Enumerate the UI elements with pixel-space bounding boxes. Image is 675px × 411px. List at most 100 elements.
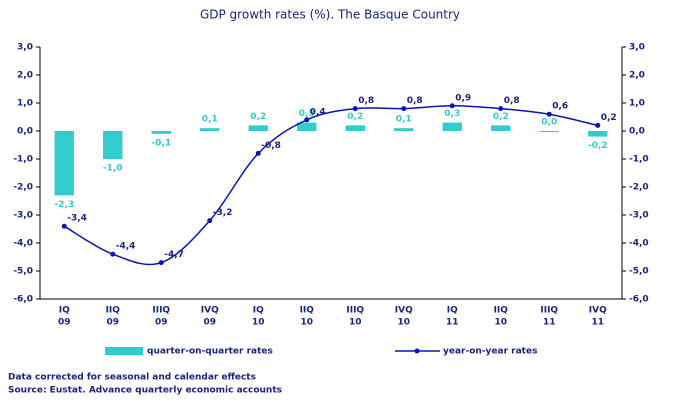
x-tick-label: IVQ xyxy=(201,306,219,316)
y-tick-label: 0,0 xyxy=(17,127,33,137)
y-tick-label: -3,0 xyxy=(13,211,33,221)
y-tick-label: 2,0 xyxy=(17,71,33,81)
line-point xyxy=(498,106,504,112)
y-tick-label: 1,0 xyxy=(17,99,33,109)
chart-title: GDP growth rates (%). The Basque Country xyxy=(200,8,460,22)
line-point xyxy=(110,251,116,257)
bar xyxy=(297,122,317,131)
line-point xyxy=(352,106,358,112)
x-tick-label: IIIQ xyxy=(540,306,558,316)
note: Source: Eustat. Advance quarterly econom… xyxy=(8,386,282,396)
x-tick-label: IVQ xyxy=(589,306,607,316)
line-point xyxy=(255,150,261,156)
y2-tick-label: 1,0 xyxy=(629,99,645,109)
line-label: 0,2 xyxy=(601,113,617,123)
line-label: 0,8 xyxy=(407,96,423,106)
bar xyxy=(54,131,74,196)
x-tick-label: 10 xyxy=(349,318,362,328)
line-label: 0,4 xyxy=(310,107,326,117)
x-tick-label: IQ xyxy=(253,306,264,316)
x-tick-label: 11 xyxy=(543,318,556,328)
y2-tick-label: 2,0 xyxy=(629,71,645,81)
y2-tick-label: -2,0 xyxy=(629,183,649,193)
bar-label: 0,2 xyxy=(347,112,363,122)
bar-label: 0,2 xyxy=(493,112,509,122)
line-label: 0,8 xyxy=(504,96,520,106)
line-label: -4,4 xyxy=(116,242,136,252)
line-label: -4,7 xyxy=(164,250,184,260)
x-tick-label: IIIQ xyxy=(346,306,364,316)
legend-label: year-on-year rates xyxy=(443,347,537,357)
y-tick-label: -2,0 xyxy=(13,183,33,193)
y2-tick-label: -1,0 xyxy=(629,155,649,165)
bar xyxy=(151,131,171,134)
legend-swatch xyxy=(105,347,143,355)
x-tick-label: 09 xyxy=(106,318,119,328)
x-tick-label: 10 xyxy=(252,318,265,328)
line xyxy=(63,105,598,266)
bar xyxy=(345,125,365,131)
bar-label: 0,1 xyxy=(396,115,412,125)
bar xyxy=(103,131,123,159)
bar-label: -0,2 xyxy=(588,141,608,151)
line-label: 0,9 xyxy=(455,93,471,103)
line-label: 0,8 xyxy=(358,96,374,106)
line-point xyxy=(158,260,164,266)
line-label: -3,4 xyxy=(67,214,87,224)
y-tick-label: -1,0 xyxy=(13,155,33,165)
legend-label: quarter-on-quarter rates xyxy=(147,347,273,357)
x-tick-label: IIIQ xyxy=(152,306,170,316)
bar xyxy=(200,128,220,131)
x-tick-label: 11 xyxy=(446,318,459,328)
bar xyxy=(539,131,559,132)
bar xyxy=(491,125,511,131)
line-point xyxy=(304,117,310,123)
x-tick-label: IIQ xyxy=(300,306,315,316)
line-point xyxy=(207,218,213,224)
line-point xyxy=(595,122,601,128)
y2-tick-label: -3,0 xyxy=(629,211,649,221)
bar-label: -1,0 xyxy=(103,164,123,174)
x-tick-label: IIQ xyxy=(106,306,121,316)
bar xyxy=(394,128,414,131)
line-label: 0,6 xyxy=(552,102,568,112)
line-point xyxy=(61,223,67,229)
bar xyxy=(248,125,268,131)
y2-tick-label: 0,0 xyxy=(629,127,645,137)
line-label: -3,2 xyxy=(213,208,233,218)
y2-tick-label: -4,0 xyxy=(629,239,649,249)
y-tick-label: -4,0 xyxy=(13,239,33,249)
y2-tick-label: 3,0 xyxy=(629,43,645,53)
bar xyxy=(442,122,462,131)
y2-tick-label: -5,0 xyxy=(629,267,649,277)
bar-label: -2,3 xyxy=(54,200,74,210)
bar-label: 0,0 xyxy=(541,118,557,128)
x-tick-label: 11 xyxy=(591,318,604,328)
line-point xyxy=(546,111,552,117)
y-tick-label: -6,0 xyxy=(13,295,33,305)
bar-label: 0,1 xyxy=(202,115,218,125)
x-tick-label: 10 xyxy=(494,318,507,328)
x-tick-label: 10 xyxy=(300,318,313,328)
x-tick-label: 09 xyxy=(203,318,216,328)
line-point xyxy=(449,103,455,109)
note: Data corrected for seasonal and calendar… xyxy=(8,373,256,383)
x-tick-label: IQ xyxy=(59,306,70,316)
y2-tick-label: -6,0 xyxy=(629,295,649,305)
bar xyxy=(588,131,608,137)
x-tick-label: 09 xyxy=(155,318,168,328)
x-tick-label: IVQ xyxy=(395,306,413,316)
x-tick-label: IQ xyxy=(447,306,458,316)
bar-label: 0,3 xyxy=(299,109,315,119)
bar-label: 0,2 xyxy=(250,112,266,122)
y-tick-label: -5,0 xyxy=(13,267,33,277)
x-tick-label: IIQ xyxy=(494,306,509,316)
bar-label: -0,1 xyxy=(151,138,171,148)
y-tick-label: 3,0 xyxy=(17,43,33,53)
line-point xyxy=(401,106,407,112)
x-tick-label: 10 xyxy=(397,318,410,328)
legend-swatch xyxy=(414,348,420,354)
x-tick-label: 09 xyxy=(58,318,71,328)
line-label: -0,8 xyxy=(261,141,281,151)
